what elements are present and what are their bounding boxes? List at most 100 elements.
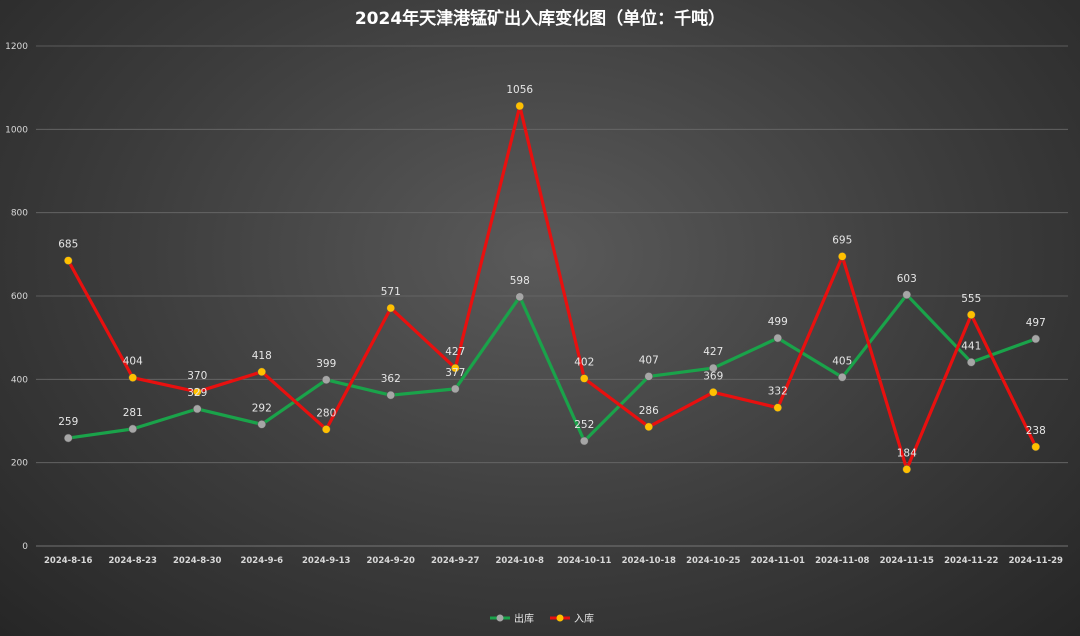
data-label: 407 bbox=[639, 354, 659, 366]
x-tick-label: 2024-8-23 bbox=[109, 556, 158, 566]
y-tick-label: 1200 bbox=[5, 42, 28, 52]
series-marker bbox=[64, 433, 73, 443]
x-tick-label: 2024-9-20 bbox=[367, 556, 416, 566]
data-label: 598 bbox=[510, 275, 530, 287]
data-label: 281 bbox=[123, 407, 143, 419]
series-marker bbox=[709, 388, 718, 397]
series-marker bbox=[257, 367, 266, 377]
legend-label: 入库 bbox=[574, 612, 594, 625]
series-marker bbox=[193, 404, 202, 414]
data-label: 292 bbox=[252, 402, 272, 414]
data-label: 329 bbox=[187, 387, 207, 399]
x-tick-label: 2024-9-6 bbox=[240, 556, 283, 566]
x-tick-label: 2024-10-25 bbox=[686, 556, 740, 566]
x-tick-label: 2024-11-08 bbox=[815, 556, 869, 566]
data-labels: 259 281 329 292 399 362 377 598 252 407 427 499 405 6… bbox=[58, 84, 1046, 459]
series-marker bbox=[967, 358, 976, 367]
data-label: 685 bbox=[58, 239, 78, 251]
series-marker bbox=[580, 436, 589, 446]
series-marker bbox=[322, 425, 331, 434]
y-tick-label: 600 bbox=[11, 292, 28, 302]
data-label: 399 bbox=[316, 358, 336, 370]
data-label: 499 bbox=[768, 316, 788, 328]
data-label: 238 bbox=[1026, 425, 1046, 437]
series-marker bbox=[1031, 334, 1040, 344]
data-label: 427 bbox=[445, 346, 465, 358]
series-marker bbox=[902, 465, 911, 474]
data-label: 184 bbox=[897, 447, 917, 459]
x-tick-label: 2024-8-16 bbox=[44, 556, 93, 566]
data-label: 377 bbox=[445, 367, 465, 379]
legend: 出库 入库 bbox=[490, 612, 594, 625]
x-tick-label: 2024-11-01 bbox=[751, 556, 805, 566]
data-label: 418 bbox=[252, 350, 272, 362]
data-label: 497 bbox=[1026, 317, 1046, 329]
data-label: 1056 bbox=[506, 84, 533, 96]
series-marker bbox=[773, 333, 782, 343]
data-label: 603 bbox=[897, 273, 917, 285]
series-marker bbox=[838, 373, 847, 382]
data-label: 362 bbox=[381, 373, 401, 385]
axes: 0 200 400 600 800 1000 1200 2024-8-16 2024-8-23 2… bbox=[5, 42, 1063, 566]
data-label: 404 bbox=[123, 356, 143, 368]
x-tick-label: 2024-11-22 bbox=[944, 556, 998, 566]
series-marker bbox=[451, 363, 460, 373]
x-tick-label: 2024-10-18 bbox=[622, 556, 676, 566]
data-label: 441 bbox=[961, 340, 981, 352]
data-label: 555 bbox=[961, 293, 981, 305]
data-label: 402 bbox=[574, 357, 594, 369]
series-marker bbox=[128, 373, 137, 382]
chart-title: 2024年天津港锰矿出入库变化图（单位：千吨） bbox=[355, 8, 725, 29]
series-marker bbox=[644, 372, 653, 381]
series-marker bbox=[515, 101, 524, 111]
x-tick-label: 2024-9-27 bbox=[431, 556, 480, 566]
x-tick-label: 2024-8-30 bbox=[173, 556, 222, 566]
series-marker bbox=[386, 303, 395, 313]
series-line-0 bbox=[68, 293, 1037, 443]
legend-label: 出库 bbox=[514, 612, 534, 625]
x-tick-label: 2024-11-15 bbox=[880, 556, 934, 566]
series-marker bbox=[64, 256, 73, 265]
series-marker bbox=[322, 375, 331, 384]
data-label: 286 bbox=[639, 405, 659, 417]
legend-marker bbox=[556, 614, 564, 622]
data-label: 695 bbox=[832, 234, 852, 246]
series-marker bbox=[451, 384, 460, 394]
series-marker bbox=[1031, 442, 1040, 452]
series-lines bbox=[64, 101, 1040, 474]
y-tick-label: 800 bbox=[11, 209, 28, 219]
data-label: 332 bbox=[768, 386, 788, 398]
data-label: 259 bbox=[58, 416, 78, 428]
series-marker bbox=[967, 310, 976, 319]
data-label: 405 bbox=[832, 355, 852, 367]
y-tick-label: 400 bbox=[11, 375, 28, 385]
series-marker bbox=[580, 374, 589, 383]
series-marker bbox=[386, 390, 395, 400]
data-label: 571 bbox=[381, 286, 401, 298]
series-marker bbox=[257, 420, 266, 429]
x-tick-label: 2024-9-13 bbox=[302, 556, 351, 566]
y-tick-label: 1000 bbox=[5, 125, 28, 135]
data-label: 370 bbox=[187, 370, 207, 382]
series-marker bbox=[644, 422, 653, 432]
data-label: 280 bbox=[316, 407, 336, 419]
y-tick-label: 0 bbox=[22, 542, 28, 552]
gridlines bbox=[36, 45, 1068, 547]
series-line-1 bbox=[66, 104, 1038, 471]
legend-marker bbox=[496, 614, 504, 622]
data-label: 252 bbox=[574, 419, 594, 431]
series-marker bbox=[773, 403, 782, 412]
x-tick-label: 2024-10-11 bbox=[557, 556, 611, 566]
series-marker bbox=[838, 252, 847, 261]
x-tick-label: 2024-10-8 bbox=[496, 556, 545, 566]
series-marker bbox=[902, 290, 911, 299]
y-tick-label: 200 bbox=[11, 459, 28, 469]
series-marker bbox=[193, 387, 202, 397]
series-marker bbox=[128, 424, 137, 434]
data-label: 369 bbox=[703, 370, 723, 382]
data-label: 427 bbox=[703, 346, 723, 358]
x-tick-label: 2024-11-29 bbox=[1009, 556, 1063, 566]
series-marker bbox=[709, 363, 718, 373]
